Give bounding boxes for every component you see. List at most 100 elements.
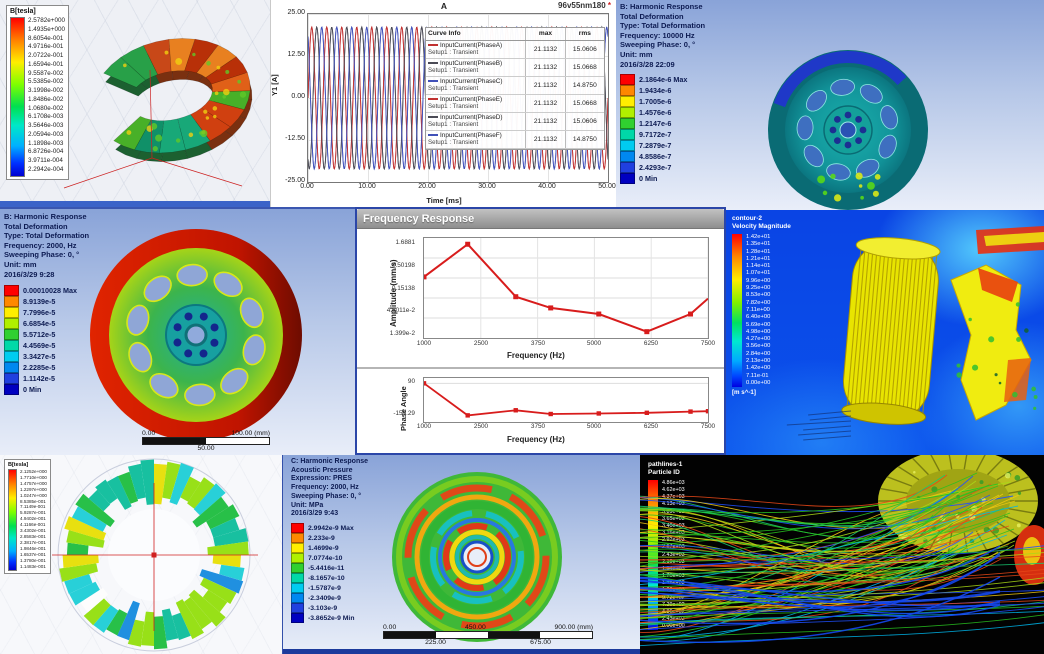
phase-axis-label: Phase Angle bbox=[399, 386, 408, 431]
col-header: max bbox=[526, 28, 566, 40]
legend-swatch bbox=[620, 128, 635, 141]
legend-row: -5.4416e-11 bbox=[291, 562, 354, 574]
legend-swatch bbox=[620, 161, 635, 174]
legend-value: 1.4576e-6 bbox=[639, 108, 672, 117]
rms-cell: 15.0668 bbox=[566, 59, 604, 76]
max-value: 21.1132 bbox=[533, 136, 558, 143]
deformation-legend: 2.1864e-6 Max 1.9434e-6 1.7005e-6 1.4576e-6… bbox=[620, 73, 687, 185]
legend-value: 1.4935e+000 bbox=[28, 25, 65, 33]
rms-value: 14.8750 bbox=[572, 82, 597, 89]
legend-value: 2.0722e-001 bbox=[28, 52, 64, 59]
ruler-min: 0.00 bbox=[142, 430, 156, 437]
legend-value: 1.6537e-001 bbox=[20, 551, 46, 557]
legend-value: 1.42e+01 bbox=[746, 234, 771, 240]
legend-swatch bbox=[4, 328, 19, 341]
axis-tick: 0.00 bbox=[291, 93, 305, 100]
info-line: Expression: PRES bbox=[291, 475, 353, 483]
plot-title: A bbox=[440, 1, 448, 11]
legend-row: 1.7005e-6 bbox=[620, 95, 687, 108]
streamlines-visualization bbox=[640, 455, 1044, 647]
rms-value: 15.0606 bbox=[572, 46, 597, 53]
legend-row: 2.233e-9 bbox=[291, 532, 354, 544]
legend-value: 3.1998e-002 bbox=[28, 87, 64, 94]
window-edge bbox=[0, 201, 270, 207]
legend-value: 6.1708e-003 bbox=[28, 113, 64, 121]
axis-tick: 5000 bbox=[586, 340, 602, 347]
legend-row: -1.5787e-9 bbox=[291, 582, 354, 594]
legend-value: -8.1657e-10 bbox=[308, 574, 345, 582]
legend-value: 7.1149e-001 bbox=[20, 504, 46, 510]
curve-setup: Setup1 : Transient bbox=[428, 49, 479, 57]
window-titlebar[interactable]: Frequency Response bbox=[357, 209, 724, 229]
legend-value: 8.5385e-001 bbox=[20, 498, 46, 504]
legend-value: 4.27e+00 bbox=[746, 336, 771, 343]
legend-subtitle: Particle ID bbox=[648, 469, 680, 476]
legend-row: 9.7172e-7 bbox=[620, 128, 687, 141]
axis-tick: 1000 bbox=[416, 423, 432, 430]
curve-setup: Setup1 : Transient bbox=[428, 67, 479, 75]
legend-swatch bbox=[291, 602, 304, 614]
axis-tick: -25.00 bbox=[285, 177, 305, 184]
legend-row: 7.2879e-7 bbox=[620, 139, 687, 152]
legend-swatch bbox=[291, 612, 304, 624]
panel-flux-density-ring: B[tesla] 2.1252e+000 1.7710e+000 1.4757e+0… bbox=[0, 455, 282, 654]
legend-value: 1.28e+01 bbox=[746, 248, 771, 255]
axis-tick: 12.50 bbox=[287, 51, 305, 58]
rms-cell: 14.8750 bbox=[566, 77, 604, 94]
legend-row: 2.1864e-6 Max bbox=[620, 73, 687, 86]
legend-value: 2.233e-9 bbox=[308, 534, 335, 542]
axis-tick: -12.50 bbox=[285, 135, 305, 142]
curve-info-cell: InputCurrent(PhaseF) Setup1 : Transient bbox=[426, 131, 527, 148]
legend-value: 8.6054e-001 bbox=[28, 34, 64, 42]
legend-values: 2.5782e+000 1.4935e+000 8.6054e-001 4.9716e… bbox=[28, 17, 65, 177]
axis-tick: 1000 bbox=[416, 340, 432, 347]
legend-value: 5.69e+00 bbox=[746, 321, 771, 328]
legend-values: 1.42e+01 1.35e+01 1.28e+01 1.21e+01 1.14e+01… bbox=[746, 234, 770, 387]
curve-color-swatch bbox=[428, 62, 438, 64]
legend-subtitle: Velocity Magnitude bbox=[732, 223, 791, 230]
legend-swatch bbox=[4, 306, 19, 319]
ruler-mid-top: 450.00 bbox=[464, 624, 486, 631]
legend-swatch bbox=[620, 139, 635, 152]
axis-tick: 3750 bbox=[530, 340, 546, 347]
axis-tick: 10.00 bbox=[358, 183, 376, 190]
legend-value: 7.0774e-10 bbox=[308, 554, 343, 562]
max-value: 21.1132 bbox=[533, 118, 558, 125]
legend-value: 1.1483e-001 bbox=[20, 563, 46, 569]
legend-value: 4.62e+03 bbox=[662, 487, 685, 494]
legend-value: 9.25e+00 bbox=[746, 285, 771, 292]
info-line: 2016/3/28 22:09 bbox=[620, 59, 675, 69]
legend-value: 1.2297e+000 bbox=[20, 486, 47, 492]
legend-value: 2.43e+03 bbox=[662, 551, 685, 558]
curve-name: InputCurrent(PhaseC) bbox=[428, 78, 523, 85]
result-info: C: Harmonic Response Acoustic Pressure Exp… bbox=[291, 458, 368, 519]
max-cell: 21.1132 bbox=[526, 95, 566, 112]
info-line: 2016/3/29 9:43 bbox=[291, 510, 339, 518]
legend-swatch bbox=[620, 95, 635, 108]
legend-swatch bbox=[291, 522, 304, 534]
colorbar bbox=[648, 480, 658, 630]
rms-value: 14.8750 bbox=[572, 136, 597, 143]
legend-row: 8.9139e-5 bbox=[4, 295, 77, 308]
legend-title: pathlines-1 bbox=[648, 461, 683, 468]
max-cell: 21.1132 bbox=[526, 59, 566, 76]
legend-value: 1.4757e+000 bbox=[20, 480, 47, 486]
rms-cell: 14.8750 bbox=[566, 131, 604, 148]
ruler-q3: 675.00 bbox=[530, 639, 551, 646]
info-line: Sweeping Phase: 0, ° bbox=[4, 250, 80, 260]
legend-value: 1.07e+01 bbox=[746, 270, 771, 277]
curve-info-cell: InputCurrent(PhaseA) Setup1 : Transient bbox=[426, 41, 527, 58]
curve-setup: Setup1 : Transient bbox=[428, 139, 479, 147]
max-value: 21.1132 bbox=[533, 64, 558, 71]
legend-row: 0 Min bbox=[620, 172, 687, 185]
legend-value: 0 Min bbox=[639, 174, 658, 183]
legend-row: -3.103e-9 bbox=[291, 602, 354, 614]
corner-text: 96v55nm180 bbox=[558, 1, 606, 10]
legend-value: 4.98e+00 bbox=[746, 328, 771, 335]
legend-swatch bbox=[620, 150, 635, 163]
velocity-legend: contour-2 Velocity Magnitude 1.42e+01 1.3… bbox=[732, 215, 791, 396]
rotor-deformation-visualization bbox=[90, 229, 302, 441]
legend-value: 0.00e+00 bbox=[746, 379, 771, 386]
legend-value: 2.8583e-001 bbox=[20, 533, 46, 539]
curve-name: InputCurrent(PhaseD) bbox=[428, 114, 523, 121]
